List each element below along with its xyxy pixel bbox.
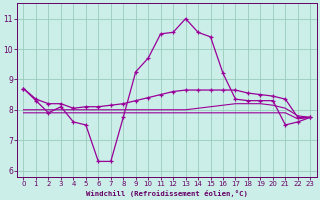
X-axis label: Windchill (Refroidissement éolien,°C): Windchill (Refroidissement éolien,°C) (86, 190, 248, 197)
